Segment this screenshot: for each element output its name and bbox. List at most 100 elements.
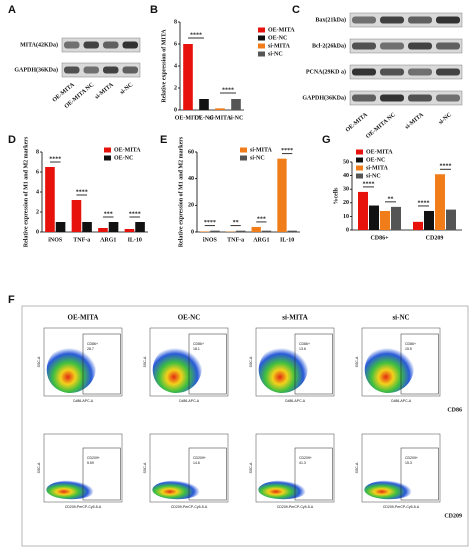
gate-name: CD86+ (193, 342, 204, 346)
gate-name: CD209+ (299, 456, 312, 460)
y-tick-label: 2 (174, 85, 177, 91)
x-tick-label: IL-10 (280, 237, 294, 243)
blot-band (103, 66, 119, 74)
gate-value: 18.1 (193, 347, 200, 351)
blot-band (352, 42, 376, 50)
gate-value: 5.59 (87, 461, 94, 465)
y-axis-label: SSC-A (37, 462, 41, 473)
panel-label: E (160, 134, 167, 146)
blot-band (352, 94, 376, 102)
y-tick-label: 6 (36, 169, 39, 175)
x-tick-label: si-MITA (209, 115, 232, 121)
legend-swatch (258, 35, 265, 41)
legend-label: si-NC (250, 155, 265, 161)
bar (424, 210, 434, 230)
blot-band (103, 41, 119, 49)
density-cloud (46, 480, 97, 500)
x-axis-label: CD209-PerCP-Cy5-5-A (65, 505, 102, 509)
y-tick-label: 20 (343, 200, 349, 206)
blot-band (64, 41, 80, 49)
gate-name: CD209+ (193, 456, 206, 460)
bar (413, 221, 423, 230)
blot-band (436, 16, 460, 24)
bar (98, 228, 108, 232)
y-axis-label: SSC-A (249, 462, 253, 473)
sig-label: *** (104, 211, 113, 217)
y-axis-label: SSC-A (249, 356, 253, 367)
x-axis-label: CD209-PerCP-Cy5-5-A (171, 505, 208, 509)
panel-label: F (8, 294, 15, 306)
column-title: OE-NC (178, 314, 201, 322)
bar (251, 226, 261, 232)
legend-label: si-NC (366, 173, 381, 179)
bar (82, 222, 92, 232)
x-tick-label: IL-10 (128, 237, 142, 243)
blot-band (352, 16, 376, 24)
legend-label: si-MITA (366, 165, 389, 171)
legend-swatch (356, 157, 363, 163)
sig-label: ** (388, 196, 394, 202)
panel-label: A (8, 4, 16, 16)
gate-value: 41.3 (299, 461, 306, 465)
y-tick-label: 0 (346, 227, 349, 233)
legend-label: OE-NC (114, 155, 133, 161)
gate-value: 14.6 (193, 461, 200, 465)
blot-band (408, 68, 432, 76)
panel-label: D (8, 134, 16, 146)
x-tick-label: CD209 (426, 235, 444, 241)
bar (391, 206, 401, 230)
sig-label: **** (281, 148, 293, 154)
gate-name: CD209+ (87, 456, 100, 460)
y-tick-label: 2 (36, 209, 39, 215)
gate-value: 28.7 (87, 347, 94, 351)
y-axis-label: SSC-A (143, 462, 147, 473)
y-tick-label: 0 (36, 229, 39, 235)
x-tick-label: ARG1 (253, 237, 269, 243)
y-axis-label: SSC-A (355, 462, 359, 473)
blot-band (380, 16, 404, 24)
legend-label: si-MITA (268, 43, 291, 49)
sig-label: **** (49, 156, 61, 162)
blot-band (408, 16, 432, 24)
legend-swatch (356, 173, 363, 179)
y-tick-label: 8 (36, 149, 39, 155)
legend-label: OE-MITA (268, 27, 295, 33)
gate (82, 333, 121, 395)
y-tick-label: 40 (343, 173, 349, 179)
bar (124, 229, 135, 232)
y-tick-label: 30 (343, 187, 349, 193)
band-label: MITA(42KDa) (20, 41, 58, 48)
bar (369, 205, 379, 230)
density-cloud (258, 344, 308, 393)
sig-label: **** (440, 164, 452, 170)
gate-value: 13.6 (299, 347, 306, 351)
marker-label: CD86 (447, 407, 462, 413)
gate (294, 447, 333, 501)
gate (188, 447, 227, 501)
density-cloud (364, 344, 414, 393)
y-axis-label: Relative expression of M1 and M2 markers (178, 136, 184, 247)
density-cloud (46, 344, 96, 393)
x-tick-label: OE-NC (194, 115, 213, 121)
blot-band (380, 42, 404, 50)
x-tick-label: iNOS (48, 237, 63, 243)
y-axis-label: SSC-A (37, 356, 41, 367)
bar (236, 230, 246, 232)
panel-border (21, 305, 469, 547)
x-tick-label: si-NC (229, 115, 244, 121)
y-tick-label: 60 (188, 149, 194, 155)
panel-label: C (292, 4, 300, 16)
bar (435, 174, 445, 230)
y-tick-label: 4 (36, 189, 39, 195)
blot-band (436, 42, 460, 50)
legend-swatch (104, 147, 111, 153)
sig-label: ** (233, 220, 239, 226)
x-axis-label: Cd86-APC-A (285, 399, 306, 403)
bar (287, 230, 297, 232)
column-title: si-NC (392, 314, 409, 322)
sig-label: **** (76, 189, 88, 195)
bar (108, 222, 119, 232)
bar (200, 231, 210, 232)
x-tick-label: OE-MITA (175, 115, 202, 121)
density-cloud (364, 480, 415, 500)
